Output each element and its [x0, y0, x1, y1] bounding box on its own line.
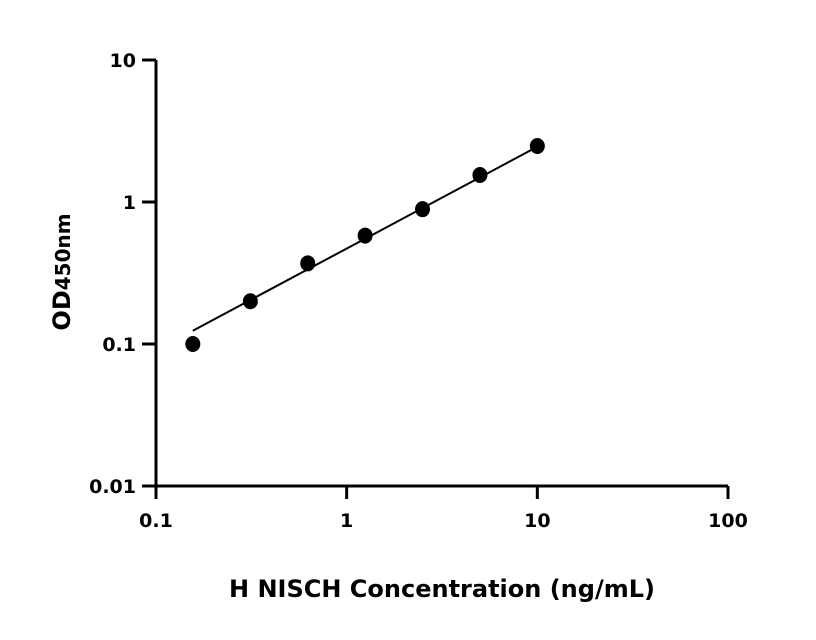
data-point: [472, 166, 488, 183]
x-axis-label: H NISCH Concentration (ng/mL): [229, 575, 655, 603]
y-tick-label: 1: [123, 192, 136, 214]
data-point: [300, 255, 316, 272]
y-axis-label-main: OD: [48, 290, 76, 330]
data-point: [185, 336, 201, 352]
y-axis-label: OD450nm: [48, 213, 76, 330]
y-axis-label-sub: 450nm: [51, 213, 75, 290]
marks: [185, 137, 545, 352]
data-point: [529, 137, 545, 154]
y-tick-label: 0.01: [89, 476, 136, 498]
x-tick-label: 100: [708, 510, 748, 532]
x-tick-label: 1: [340, 510, 353, 532]
svg-text:OD450nm: OD450nm: [48, 213, 76, 330]
data-point: [242, 293, 258, 310]
data-point: [357, 227, 373, 244]
y-tick-label: 0.1: [102, 334, 136, 356]
x-tick-label: 10: [524, 510, 550, 532]
y-tick-label: 10: [110, 50, 136, 72]
x-tick-label: 0.1: [139, 510, 173, 532]
data-point: [415, 201, 431, 218]
